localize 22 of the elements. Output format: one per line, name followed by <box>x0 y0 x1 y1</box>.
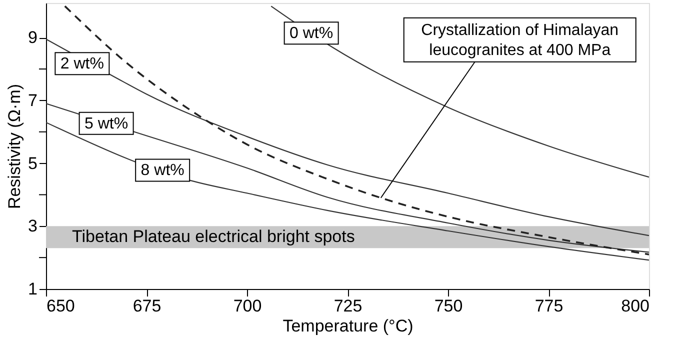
line-series <box>46 103 649 253</box>
y-tick-label: 5 <box>28 154 38 173</box>
y-axis-title: Resistivity (Ω·m) <box>5 84 24 210</box>
x-tick-label: 675 <box>132 296 162 316</box>
x-tick-label: 650 <box>46 296 75 316</box>
x-tick-label: 700 <box>233 296 262 316</box>
annotation: 2 wt% <box>60 56 104 73</box>
x-tick-label: 775 <box>534 296 564 316</box>
annotation: 5 wt% <box>84 115 128 132</box>
y-tick-label: 1 <box>28 280 38 298</box>
annotation: 0 wt% <box>290 25 334 42</box>
annotation: 8 wt% <box>140 162 184 180</box>
line-series <box>270 6 649 178</box>
y-tick-label: 3 <box>28 216 38 236</box>
x-tick-label: 800 <box>621 296 650 316</box>
x-tick-label: 750 <box>434 296 463 316</box>
y-tick-label: 7 <box>28 90 38 110</box>
x-tick-label: 725 <box>334 296 362 316</box>
band-label: Tibetan Plateau electrical bright spots <box>72 227 355 246</box>
annotation: Crystallization of Himalayan leucogranites at 400 MPa <box>421 22 619 59</box>
x-axis-title: Temperature (°C) <box>282 316 414 336</box>
y-tick-label: 9 <box>28 28 38 48</box>
